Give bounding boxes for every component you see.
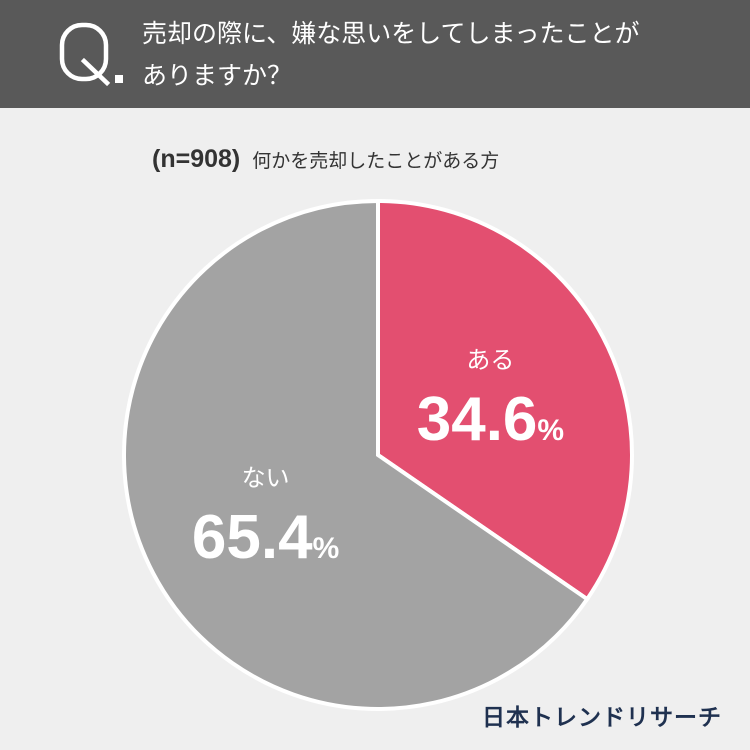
target-audience: 何かを売却したことがある方: [252, 150, 500, 172]
brand-logo: 日本トレンドリサーチ: [482, 705, 722, 731]
q-letter-icon: [59, 22, 123, 87]
question-line-2: ありますか？: [142, 61, 293, 90]
question-header: 売却の際に、嫌な思いをしてしまったことが ありますか？: [0, 0, 750, 108]
pie-slice-1: [376, 198, 634, 602]
slice-category-label: ない: [242, 464, 290, 492]
sample-size: (n=908): [152, 145, 241, 173]
slice-category-label: ある: [466, 346, 514, 374]
question-line-1: 売却の際に、嫌な思いをしてしまったことが: [142, 19, 640, 48]
pie-slice-2: [122, 198, 590, 711]
slice-value-label: 65.4%: [192, 503, 339, 572]
slice-value-label: 34.6%: [417, 385, 564, 454]
chart-subtitle: (n=908) 何かを売却したことがある方: [152, 145, 499, 174]
